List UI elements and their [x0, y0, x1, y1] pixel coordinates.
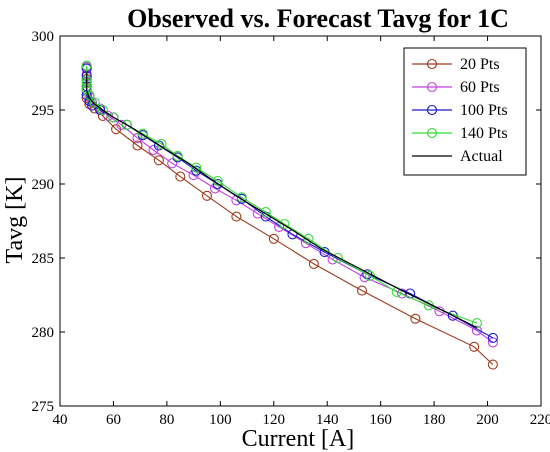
- x-tick-label: 140: [316, 412, 339, 428]
- data-point-140-pts: [89, 97, 100, 108]
- data-point-20-pts: [268, 233, 279, 244]
- data-point-20-pts: [201, 190, 213, 201]
- data-point-140-pts: [108, 112, 119, 123]
- y-tick-label: 285: [32, 251, 55, 267]
- data-point-140-pts: [121, 119, 132, 130]
- data-point-140-pts: [191, 162, 202, 173]
- legend-swatch-marker-60-pts: [426, 81, 438, 93]
- x-tick-label: 120: [263, 412, 286, 428]
- plot-layer: 40 60 80 100 120 140 160 180 200 220 275 280 285 290 2…: [32, 29, 550, 428]
- x-tick-label: 60: [106, 412, 121, 428]
- data-point-20-pts: [175, 171, 186, 182]
- legend-swatch-marker-20-pts: [426, 58, 438, 70]
- x-tick-label: 160: [369, 412, 392, 428]
- data-point-100-pts: [95, 104, 106, 116]
- legend-label-60-pts: 60 Pts: [460, 79, 500, 96]
- data-point-140-pts: [279, 218, 290, 230]
- y-tick-label: 295: [32, 103, 55, 119]
- y-tick-label: 280: [32, 325, 55, 341]
- data-point-20-pts: [410, 313, 421, 324]
- data-point-60-pts: [103, 110, 114, 121]
- legend-label-actual: Actual: [460, 148, 503, 165]
- x-tick-label: 200: [476, 412, 499, 428]
- x-tick-label: 100: [209, 412, 232, 428]
- y-axis-label: Tavg [K]: [2, 177, 28, 264]
- data-point-140-pts: [332, 252, 343, 264]
- legend-label-140-pts: 140 Pts: [460, 125, 508, 142]
- data-point-60-pts: [471, 325, 482, 336]
- series-line-actual: [86, 71, 478, 329]
- data-point-140-pts: [137, 128, 148, 139]
- y-tick-label: 300: [32, 29, 55, 45]
- data-point-20-pts: [487, 359, 498, 370]
- data-point-20-pts: [231, 211, 242, 222]
- legend-swatch-marker-140-pts: [426, 127, 438, 139]
- data-point-100-pts: [487, 332, 498, 343]
- legend-label-100-pts: 100 Pts: [460, 102, 508, 119]
- data-point-60-pts: [396, 288, 408, 299]
- data-point-20-pts: [153, 155, 164, 166]
- data-point-140-pts: [236, 192, 247, 203]
- series-140-pts: [81, 60, 482, 329]
- x-axis-label: Current [A]: [242, 426, 355, 452]
- x-tick-label: 80: [159, 412, 174, 428]
- x-tick-label: 220: [530, 412, 550, 428]
- data-point-20-pts: [308, 258, 319, 269]
- data-point-140-pts: [84, 90, 95, 101]
- legend-label-20-pts: 20 Pts: [460, 56, 500, 73]
- x-tick-label: 40: [53, 412, 68, 428]
- data-point-140-pts: [81, 60, 92, 71]
- series-actual: [86, 71, 478, 329]
- legend-swatch-marker-100-pts: [426, 104, 438, 116]
- data-point-20-pts: [132, 140, 143, 151]
- data-point-140-pts: [97, 104, 108, 116]
- data-point-140-pts: [172, 150, 183, 161]
- legend: 20 Pts 60 Pts 100 Pts 140 Pts Actual: [403, 47, 527, 176]
- data-point-20-pts: [356, 285, 368, 296]
- data-point-140-pts: [303, 233, 314, 244]
- data-point-60-pts: [167, 158, 178, 169]
- data-point-140-pts: [260, 207, 271, 218]
- series-line-20-pts: [86, 67, 494, 365]
- x-tick-label: 180: [423, 412, 446, 428]
- chart-title: Observed vs. Forecast Tavg for 1C: [127, 4, 509, 33]
- legend-box: [403, 47, 527, 176]
- y-tick-label: 290: [32, 177, 55, 193]
- data-point-20-pts: [469, 341, 480, 352]
- plot-area-frame: [59, 35, 542, 407]
- y-tick-label: 275: [32, 399, 55, 415]
